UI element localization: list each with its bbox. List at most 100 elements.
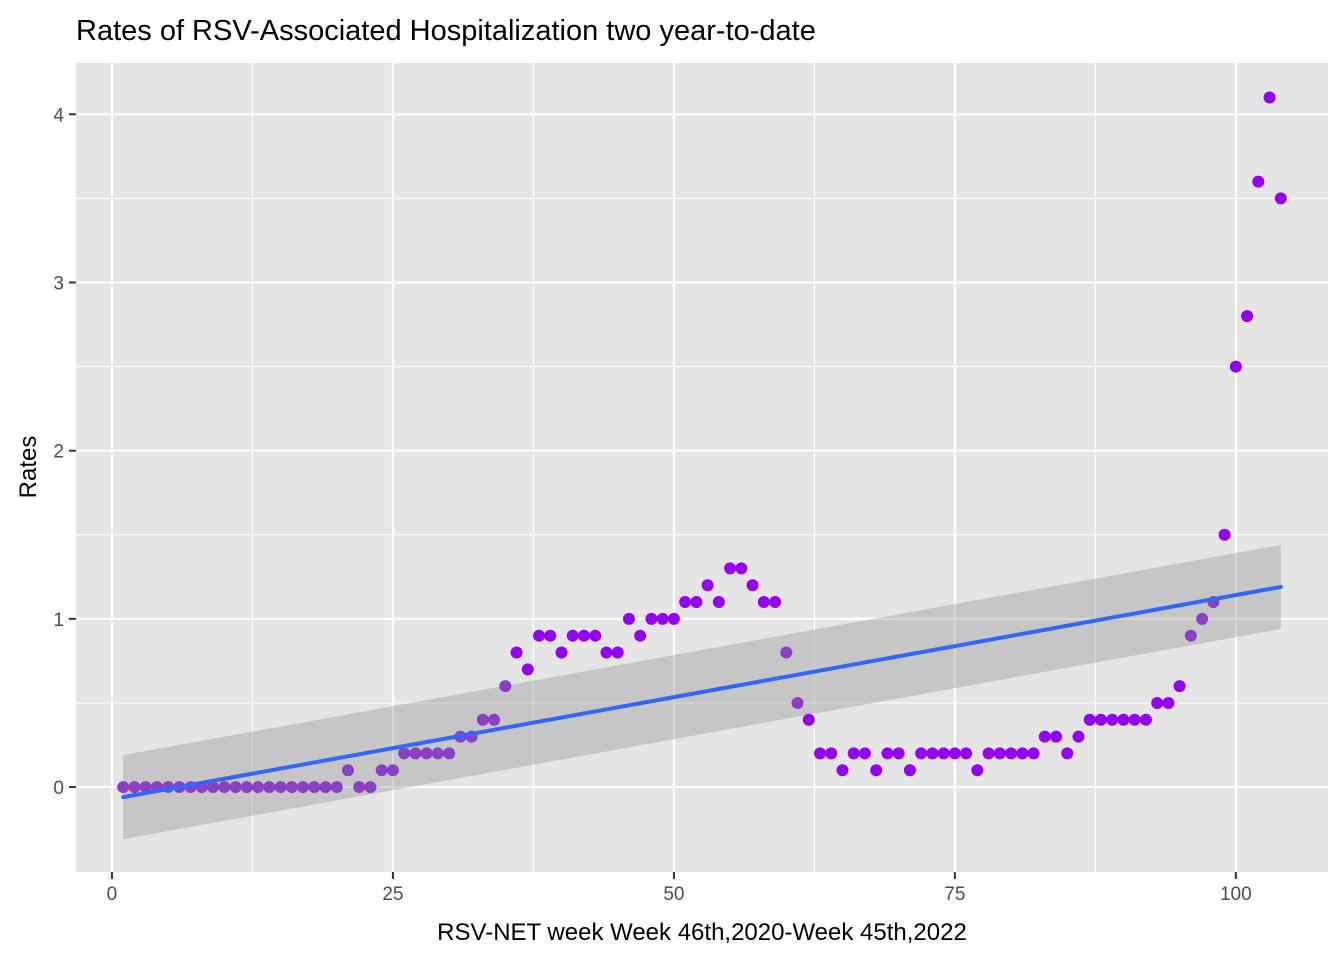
data-point — [802, 713, 815, 726]
data-point — [533, 629, 546, 642]
data-point — [915, 747, 928, 760]
x-tick-label: 25 — [382, 884, 403, 905]
data-point — [769, 596, 782, 609]
y-tick-label: 2 — [53, 442, 64, 463]
data-point — [780, 646, 793, 659]
data-point — [1173, 680, 1186, 693]
data-point — [1151, 696, 1164, 709]
data-point — [757, 596, 770, 609]
data-point — [218, 781, 231, 794]
data-point — [207, 781, 220, 794]
data-point — [1241, 310, 1254, 323]
data-point — [690, 596, 703, 609]
data-point — [847, 747, 860, 760]
data-point — [1252, 175, 1265, 188]
data-point — [993, 747, 1006, 760]
data-point — [1005, 747, 1018, 760]
data-point — [701, 579, 714, 592]
x-tick-label: 75 — [944, 884, 965, 905]
data-point — [679, 596, 692, 609]
data-point — [555, 646, 568, 659]
data-point — [476, 713, 489, 726]
data-point — [443, 747, 456, 760]
x-axis-ticks: 0 25 50 75 100 — [107, 872, 1252, 905]
data-point — [285, 781, 298, 794]
y-tick-label: 3 — [53, 273, 64, 294]
data-point — [645, 612, 658, 625]
y-tick-label: 4 — [53, 105, 64, 126]
y-axis-ticks: 0 1 2 3 4 — [53, 105, 76, 799]
plot-panel — [76, 63, 1328, 872]
data-point — [1038, 730, 1051, 743]
data-point — [926, 747, 939, 760]
data-point — [892, 747, 905, 760]
data-point — [634, 629, 647, 642]
data-point — [420, 747, 433, 760]
data-point — [1094, 713, 1107, 726]
data-point — [656, 612, 669, 625]
data-point — [881, 747, 894, 760]
data-point — [386, 764, 399, 777]
data-point — [364, 781, 377, 794]
grid-major — [76, 63, 1328, 872]
data-point — [1050, 730, 1063, 743]
data-point — [375, 764, 388, 777]
data-point — [667, 612, 680, 625]
data-point — [712, 596, 725, 609]
data-point — [1128, 713, 1141, 726]
data-point — [622, 612, 635, 625]
data-point — [611, 646, 624, 659]
data-point — [1083, 713, 1096, 726]
data-point — [117, 781, 130, 794]
data-point — [398, 747, 411, 760]
y-tick-label: 0 — [53, 778, 64, 799]
data-point — [1162, 696, 1175, 709]
data-point — [139, 781, 152, 794]
data-point — [791, 696, 804, 709]
grid-minor — [76, 63, 1328, 872]
data-point — [128, 781, 141, 794]
x-tick-label: 0 — [107, 884, 118, 905]
data-point — [825, 747, 838, 760]
data-point — [858, 747, 871, 760]
x-axis-title: RSV-NET week Week 46th,2020-Week 45th,20… — [437, 919, 967, 946]
data-point — [1072, 730, 1085, 743]
data-point — [252, 781, 265, 794]
data-point — [330, 781, 343, 794]
data-point — [746, 579, 759, 592]
y-tick-label: 1 — [53, 610, 64, 631]
data-point — [240, 781, 253, 794]
data-point — [1274, 192, 1287, 205]
data-point — [263, 781, 276, 794]
data-point — [870, 764, 883, 777]
data-point — [1117, 713, 1130, 726]
data-point — [903, 764, 916, 777]
data-point — [274, 781, 287, 794]
data-point — [971, 764, 984, 777]
data-point — [488, 713, 501, 726]
data-point — [431, 747, 444, 760]
data-point — [1139, 713, 1152, 726]
data-point — [1027, 747, 1040, 760]
data-point — [297, 781, 310, 794]
data-point — [229, 781, 242, 794]
data-point — [499, 680, 512, 693]
data-point — [521, 663, 534, 676]
data-point — [1218, 528, 1231, 541]
chart-title: Rates of RSV-Associated Hospitalization … — [76, 15, 816, 47]
data-point — [510, 646, 523, 659]
data-point — [724, 562, 737, 575]
data-point — [960, 747, 973, 760]
data-point — [1184, 629, 1197, 642]
y-axis-title: Rates — [15, 436, 42, 499]
data-point — [353, 781, 366, 794]
data-point — [308, 781, 321, 794]
data-point — [319, 781, 332, 794]
data-point — [948, 747, 961, 760]
data-point — [409, 747, 422, 760]
data-point — [1196, 612, 1209, 625]
regression-line — [121, 584, 1283, 800]
x-tick-label: 100 — [1220, 884, 1252, 905]
data-point — [577, 629, 590, 642]
